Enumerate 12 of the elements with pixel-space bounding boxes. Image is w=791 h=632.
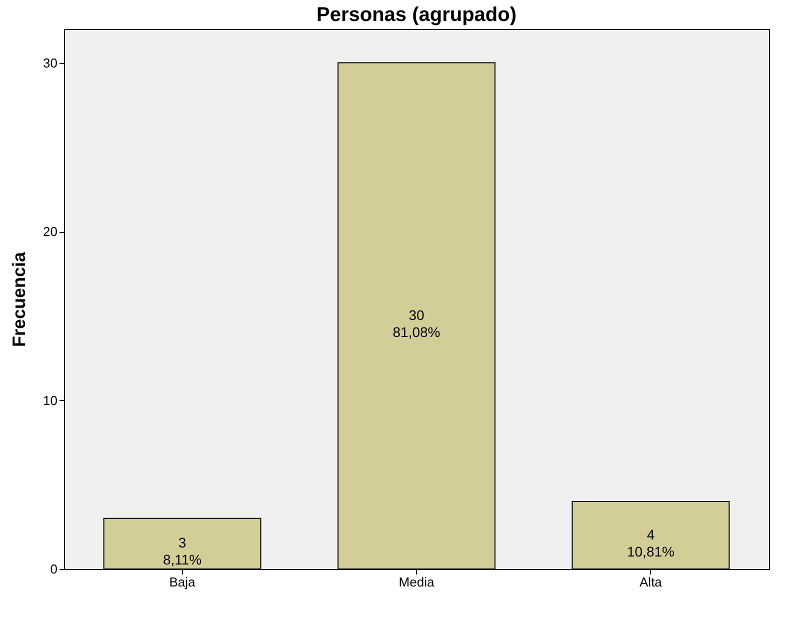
data-label: 4 10,81%: [626, 526, 674, 560]
y-tick-label: 30: [43, 55, 58, 70]
y-axis-title: Frecuencia: [9, 250, 30, 348]
data-label: 30 81,08%: [392, 306, 440, 340]
y-tick-label: 10: [43, 392, 58, 408]
y-tick-label: 0: [50, 562, 58, 576]
x-tick-label: Media: [398, 574, 435, 590]
data-label: 3 8,11%: [162, 534, 202, 568]
x-tick-label: Baja: [169, 574, 196, 590]
y-tick-label: 20: [43, 224, 58, 239]
chart-title: Personas (agrupado): [316, 4, 517, 26]
x-tick-label: Alta: [640, 574, 663, 590]
